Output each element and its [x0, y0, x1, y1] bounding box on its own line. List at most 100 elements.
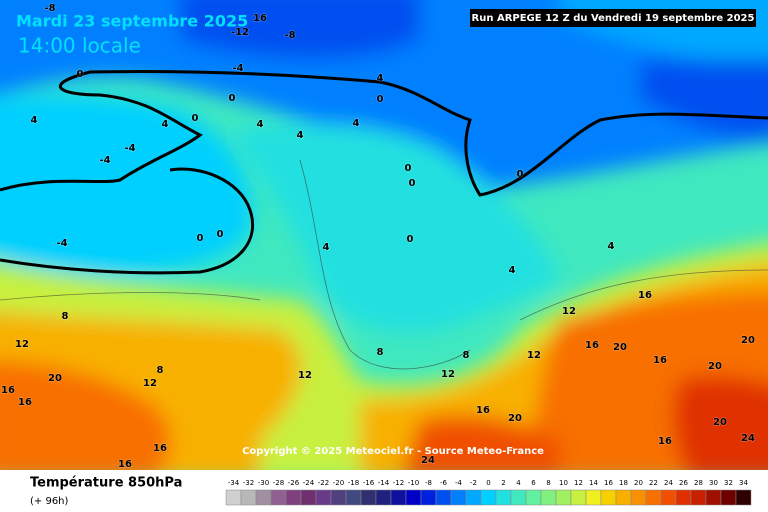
contour-label: 8: [377, 347, 384, 358]
contour-label: 12: [15, 339, 29, 350]
contour-label: -4: [56, 238, 67, 249]
legend-tick-label: 26: [679, 479, 688, 487]
contour-label: 8: [463, 350, 470, 361]
contour-label: 8: [62, 311, 69, 322]
contour-label: 4: [608, 241, 615, 252]
legend-tick-label: 24: [664, 479, 673, 487]
contour-label: 20: [708, 361, 722, 372]
contour-label: -4: [99, 155, 110, 166]
legend-swatch: [360, 489, 377, 506]
legend-swatch: [720, 489, 737, 506]
legend-tick-label: 30: [709, 479, 718, 487]
contour-label: -12: [231, 27, 249, 38]
legend-swatch: [540, 489, 557, 506]
legend-tick-label: -20: [333, 479, 344, 487]
lead-time: (+ 96h): [30, 496, 69, 507]
contour-label: 16: [253, 13, 267, 24]
legend-swatch: [450, 489, 467, 506]
contour-label: 16: [1, 385, 15, 396]
contour-label: 12: [562, 306, 576, 317]
run-info: Run ARPEGE 12 Z du Vendredi 19 septembre…: [472, 13, 755, 24]
contour-label: 16: [653, 355, 667, 366]
contour-label: 4: [31, 115, 38, 126]
legend-tick-label: 10: [559, 479, 568, 487]
contour-label: 0: [409, 178, 416, 189]
legend-swatch: [465, 489, 482, 506]
legend-swatch: [615, 489, 632, 506]
legend-tick-label: 6: [531, 479, 536, 487]
legend-swatch: [345, 489, 362, 506]
color-legend: -34 -32 -30 -28 -26 -24 -22 -20 -18 -16 -14 -12 -10-…: [225, 479, 752, 506]
contour-label: 4: [509, 265, 516, 276]
legend-swatch: [585, 489, 602, 506]
legend-swatch: [735, 489, 752, 506]
legend-swatch: [240, 489, 257, 506]
contour-labels: -8 -12 -8 16 -4 0 0 4 0 4 0 4 4 4 4 -4 -4 0 0 0 0 0 -4 4 0 4 4 12 16…: [1, 3, 756, 471]
legend-tick-label: 12: [574, 479, 583, 487]
legend-tick-label: 28: [694, 479, 703, 487]
contour-label: 16: [153, 443, 167, 454]
legend-swatch: [525, 489, 542, 506]
legend-tick-label: -2: [470, 479, 477, 487]
legend-swatch: [285, 489, 302, 506]
run-box: [470, 9, 756, 27]
legend-tick-label: 14: [589, 479, 598, 487]
legend-swatch: [510, 489, 527, 506]
contour-label: 24: [741, 433, 755, 444]
legend-swatch: [375, 489, 392, 506]
legend-tick-label: -34: [228, 479, 240, 487]
contour-label: -8: [44, 3, 55, 14]
contour-label: 20: [613, 342, 627, 353]
legend-swatch: [600, 489, 617, 506]
legend-swatch: [705, 489, 722, 506]
legend-tick-label: -10: [408, 479, 419, 487]
legend-swatch: [315, 489, 332, 506]
legend-tick-label: 32: [724, 479, 733, 487]
legend-tick-label: -6: [440, 479, 448, 487]
legend-swatch: [420, 489, 437, 506]
contour-label: 20: [48, 373, 62, 384]
contour-label: 0: [405, 163, 412, 174]
contour-label: 16: [118, 459, 132, 470]
legend-swatch: [435, 489, 452, 506]
contour-label: 12: [143, 378, 157, 389]
contour-label: 20: [741, 335, 755, 346]
contour-label: 4: [377, 73, 384, 84]
contour-label: 12: [298, 370, 312, 381]
legend-swatch: [480, 489, 497, 506]
contour-label: 0: [229, 93, 236, 104]
legend-tick-label: -28: [273, 479, 284, 487]
legend-swatch: [405, 489, 422, 506]
contour-label: 16: [585, 340, 599, 351]
legend-tick-label: 16: [604, 479, 613, 487]
contour-label: 16: [18, 397, 32, 408]
legend-swatch: [390, 489, 407, 506]
legend-tick-label: -24: [303, 479, 315, 487]
contour-label: 0: [407, 234, 414, 245]
contour-label: 0: [197, 233, 204, 244]
legend-swatch: [270, 489, 287, 506]
copyright: Copyright © 2025 Meteociel.fr - Source M…: [242, 446, 544, 457]
legend-swatch: [675, 489, 692, 506]
contour-label: 0: [192, 113, 199, 124]
legend-swatch: [225, 489, 242, 506]
legend-tick-label: 18: [619, 479, 628, 487]
legend-swatch: [300, 489, 317, 506]
contour-label: 0: [517, 169, 524, 180]
legend-tick-label: 4: [516, 479, 521, 487]
contour-label: 8: [157, 365, 164, 376]
contour-label: -8: [284, 30, 295, 41]
contour-label: 12: [441, 369, 455, 380]
contour-label: 16: [638, 290, 652, 301]
legend-swatch: [570, 489, 587, 506]
legend-swatch: [495, 489, 512, 506]
legend-tick-label: -30: [258, 479, 269, 487]
legend-tick-label: -26: [288, 479, 300, 487]
contour-label: 4: [323, 242, 330, 253]
contour-label: 4: [162, 119, 169, 130]
contour-label: 0: [77, 69, 84, 80]
contour-label: 20: [508, 413, 522, 424]
legend-swatch: [630, 489, 647, 506]
contour-label: -4: [124, 143, 135, 154]
contour-label: 20: [713, 417, 727, 428]
